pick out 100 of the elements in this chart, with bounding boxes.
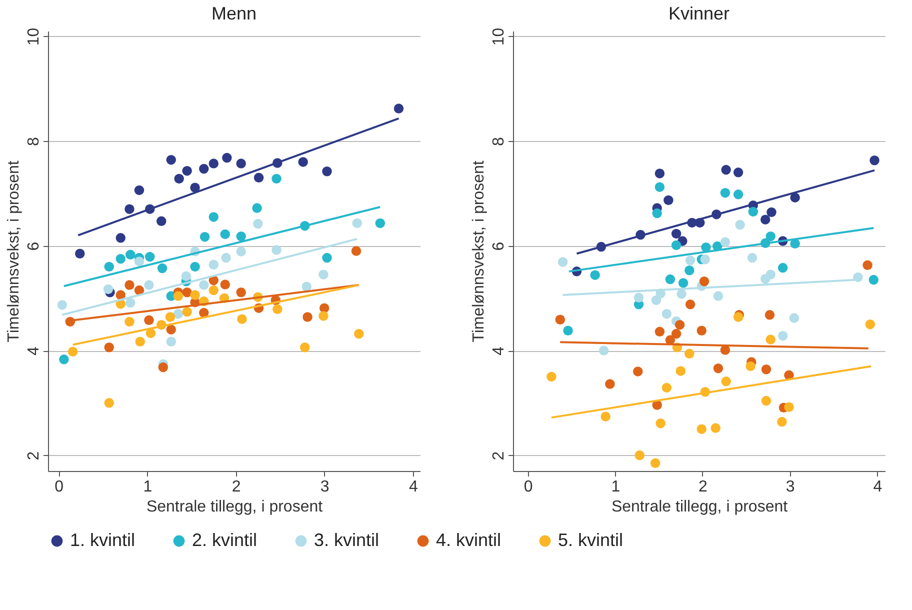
point [181,271,192,282]
point [208,212,218,222]
point [124,316,134,327]
point [790,192,800,202]
point [865,319,876,330]
point [236,231,246,242]
point [134,256,144,266]
point [236,158,246,168]
point [685,256,696,266]
point [662,308,672,319]
point [777,416,787,427]
point [676,366,686,376]
point [190,262,200,272]
y-tick-label: 6 [490,242,508,251]
point [322,166,332,176]
point [590,270,600,280]
point [104,342,114,352]
point [116,233,126,243]
y-tick-label: 8 [490,136,508,146]
point [720,237,730,247]
y-tick-label: 4 [26,346,42,356]
point [208,158,218,168]
point [173,308,184,319]
point [302,312,312,322]
point [272,304,282,314]
point [748,206,758,217]
chart-title: Kvinner [668,3,730,24]
point [720,188,730,198]
point [654,168,665,178]
point [116,290,126,300]
point [124,204,134,214]
point [68,346,78,356]
legend-label: 4. kvintil [436,530,502,550]
y-tick-label: 10 [26,28,42,46]
point [764,310,775,320]
legend-label: 3. kvintil [314,530,380,550]
point [59,354,69,364]
point [237,314,247,324]
point [634,292,644,302]
point [555,314,566,324]
point [236,246,246,256]
point [318,311,328,321]
point [868,274,879,285]
point [134,185,144,196]
y-tick-label: 4 [490,346,508,356]
point [761,364,772,374]
x-tick-label: 3 [786,478,795,496]
point [144,315,154,326]
point [254,172,264,183]
point [696,326,706,336]
point [190,182,200,192]
point [116,254,126,264]
point [784,402,794,412]
point [662,382,672,393]
point [222,152,232,163]
point [182,306,192,317]
point [766,207,776,218]
point [650,458,660,468]
x-tick-label: 2 [232,478,241,496]
point [135,336,145,346]
x-tick-label: 0 [524,478,533,496]
point [190,290,200,300]
point [300,342,310,352]
point [766,270,776,280]
point [760,214,770,224]
point [701,242,711,252]
point [157,263,168,274]
point [665,274,676,284]
point [302,282,312,292]
point [166,154,176,165]
point [208,285,218,296]
point [394,104,404,114]
point [558,257,568,267]
point [733,168,744,178]
x-tick-label: 4 [408,478,418,496]
point [272,245,282,255]
point [165,312,176,322]
point [182,166,192,176]
point [104,398,114,408]
y-tick-label: 2 [490,451,508,460]
point [253,218,263,229]
point [651,295,662,306]
point [699,276,710,286]
point [126,250,136,260]
point [735,220,745,230]
point [633,366,643,376]
point [318,270,328,280]
point [684,348,694,359]
point [174,174,184,184]
point [199,164,209,174]
legend-label: 2. kvintil [192,530,258,550]
point [546,372,556,382]
point [605,379,615,389]
point [778,262,788,273]
y-tick-label: 10 [490,28,508,46]
point [766,231,776,242]
chart-title: Menn [211,3,257,24]
legend-label: 1. kvintil [70,530,136,550]
point [236,288,246,298]
point [654,182,665,192]
